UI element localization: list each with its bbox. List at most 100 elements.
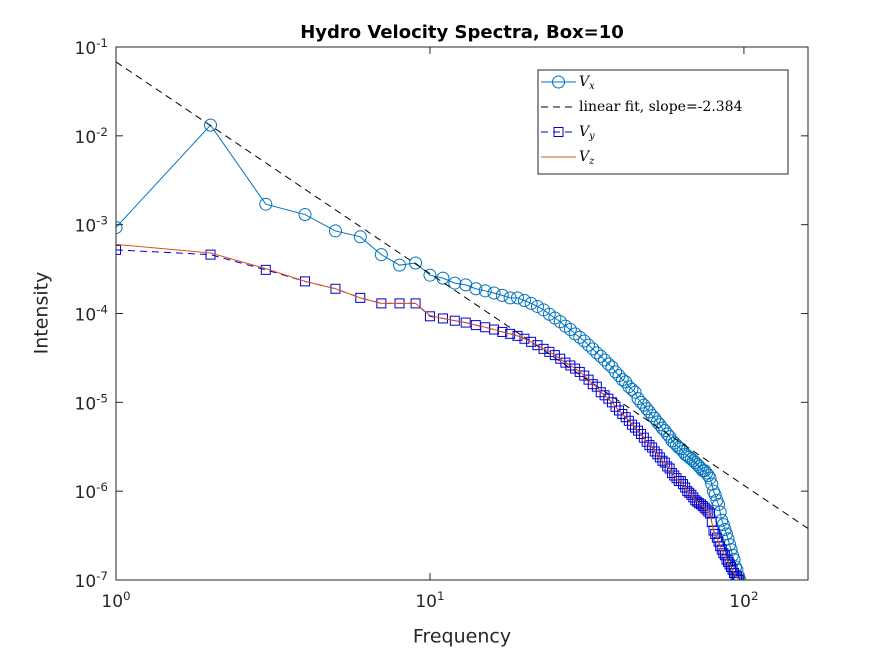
data-point (591, 381, 602, 392)
data-point (487, 286, 501, 300)
data-point (555, 353, 566, 364)
data-point (615, 373, 629, 387)
data-point (204, 118, 218, 132)
data-point (449, 315, 460, 326)
data-point (647, 442, 658, 453)
data-point (628, 385, 642, 399)
data-point (610, 401, 621, 412)
data-point (609, 365, 623, 379)
data-point (703, 471, 717, 485)
data-point (601, 357, 615, 371)
y-tick-label: 10-5 (75, 391, 109, 414)
data-point (598, 353, 612, 367)
data-point (328, 224, 342, 238)
x-tick-label: 100 (101, 589, 130, 612)
data-point (582, 338, 596, 352)
data-point (652, 449, 663, 460)
data-point (696, 499, 707, 510)
data-point (625, 382, 639, 396)
series-layer (116, 61, 808, 580)
data-point (563, 323, 577, 337)
data-point (590, 346, 604, 360)
legend-label: Vx (579, 74, 595, 91)
data-point (595, 387, 606, 398)
data-point (712, 497, 726, 511)
data-point (731, 571, 742, 580)
data-point (733, 575, 744, 580)
data-point (503, 291, 517, 305)
data-point (393, 258, 407, 272)
data-point (519, 333, 530, 344)
y-tick-label: 10-6 (75, 480, 109, 503)
data-point (409, 256, 423, 270)
data-point (505, 328, 516, 339)
data-point (355, 292, 366, 303)
data-point (644, 440, 655, 451)
y-tick-label: 10-1 (75, 36, 109, 59)
data-point (623, 415, 634, 426)
data-point (716, 518, 730, 532)
legend-label: linear fit, slope=-2.384 (579, 99, 743, 115)
x-tick-label: 101 (415, 589, 444, 612)
data-point (530, 299, 544, 313)
data-point (701, 469, 715, 483)
data-point (526, 336, 537, 347)
data-point (699, 502, 710, 513)
data-point (633, 425, 644, 436)
data-point (594, 349, 608, 363)
data-point (116, 220, 123, 234)
x-tick-label: 102 (729, 589, 758, 612)
data-point (568, 327, 582, 341)
y-tick-label: 10-3 (75, 213, 109, 236)
data-point (708, 488, 722, 502)
data-point (353, 230, 367, 244)
data-point (437, 313, 448, 324)
data-point (510, 291, 524, 305)
data-point (686, 489, 697, 500)
data-point (701, 504, 712, 515)
chart-title: Hydro Velocity Spectra, Box=10 (300, 22, 624, 43)
data-point (330, 283, 341, 294)
legend-marker (552, 75, 565, 89)
data-point (586, 342, 600, 356)
legend-label: Vy (579, 124, 595, 141)
data-point (489, 324, 500, 335)
data-point (298, 208, 312, 222)
data-point (544, 346, 555, 357)
data-point (524, 296, 538, 310)
data-point (374, 248, 388, 262)
data-point (705, 508, 716, 519)
data-point (697, 501, 708, 512)
data-point (703, 506, 714, 517)
data-point (259, 197, 273, 211)
data-point (497, 326, 508, 337)
data-point (660, 427, 674, 441)
data-point (460, 317, 471, 328)
data-point (300, 276, 311, 287)
data-point (116, 244, 121, 255)
data-point (599, 390, 610, 401)
data-point (448, 276, 462, 290)
legend-label: Vz (579, 149, 595, 166)
data-point (538, 343, 549, 354)
series-line (116, 243, 739, 580)
data-point (517, 294, 531, 308)
data-point (605, 360, 619, 374)
data-point (577, 334, 591, 348)
data-point (710, 528, 721, 539)
data-point (617, 408, 628, 419)
data-point (553, 315, 567, 329)
data-point (630, 422, 641, 433)
data-point (626, 419, 637, 430)
data-point (532, 340, 543, 351)
data-point (613, 405, 624, 416)
legend-box (537, 69, 789, 175)
data-point (573, 330, 587, 344)
data-point (549, 350, 560, 361)
data-point (423, 268, 437, 282)
data-point (469, 282, 483, 296)
data-point (635, 429, 646, 440)
data-point (512, 330, 523, 341)
y-tick-label: 10-2 (75, 124, 109, 147)
